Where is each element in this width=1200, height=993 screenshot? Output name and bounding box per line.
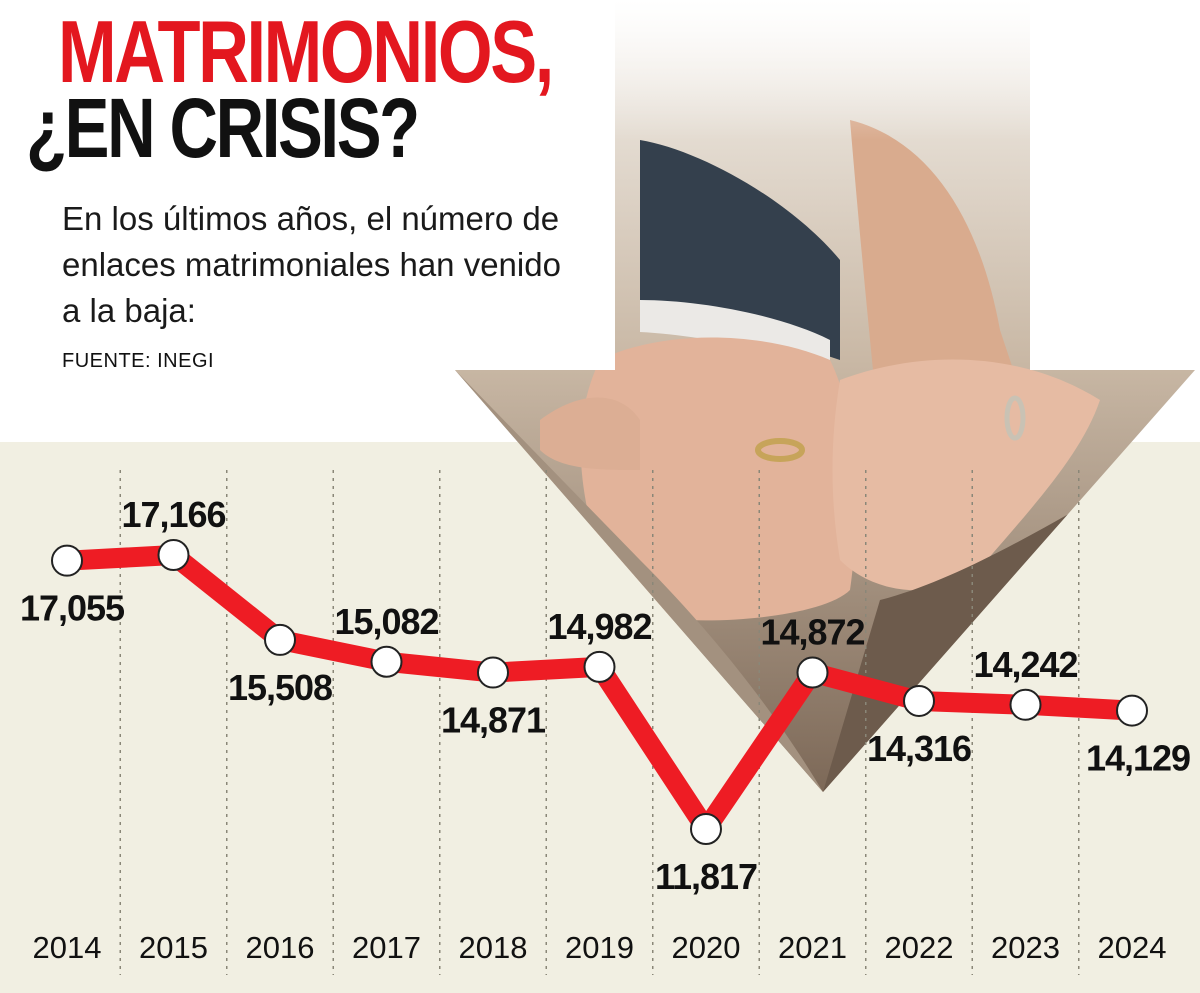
data-label: 15,508 — [228, 667, 332, 708]
data-point — [690, 813, 722, 845]
subtitle: En los últimos años, el número de enlace… — [62, 200, 561, 329]
data-point — [157, 539, 190, 571]
data-point — [264, 623, 296, 656]
x-tick-label: 2014 — [33, 930, 102, 965]
data-points — [51, 539, 1148, 845]
x-tick-label: 2020 — [672, 930, 741, 965]
x-tick-label: 2017 — [352, 930, 421, 965]
data-point — [1009, 688, 1042, 721]
x-tick-label: 2018 — [459, 930, 528, 965]
year-separators — [119, 470, 1080, 975]
x-tick-label: 2021 — [778, 930, 847, 965]
data-point — [796, 656, 829, 689]
x-tick-label: 2024 — [1098, 930, 1167, 965]
series-line — [57, 545, 1142, 839]
x-tick-label: 2023 — [991, 930, 1060, 965]
data-label: 14,982 — [547, 606, 651, 647]
x-axis-tick-labels: 2014 2015 2016 2017 2018 2019 2020 2021 2022 2023… — [33, 930, 1167, 965]
data-label: 14,871 — [441, 700, 546, 741]
data-label: 17,166 — [121, 494, 225, 535]
title-line-2: ¿EN CRISIS? — [26, 81, 420, 175]
data-point — [477, 656, 509, 689]
data-point — [370, 645, 403, 678]
data-label: 14,242 — [973, 644, 1077, 685]
x-tick-label: 2019 — [565, 930, 634, 965]
x-tick-label: 2022 — [885, 930, 954, 965]
data-label: 14,872 — [760, 612, 864, 653]
data-label: 15,082 — [334, 601, 438, 642]
source-note: FUENTE: INEGI — [62, 350, 215, 372]
data-point — [583, 650, 616, 683]
data-label: 14,129 — [1086, 738, 1190, 779]
x-tick-label: 2015 — [139, 930, 208, 965]
data-point — [1116, 694, 1148, 727]
data-point — [51, 544, 83, 577]
data-label: 17,055 — [20, 588, 125, 629]
x-tick-label: 2016 — [246, 930, 315, 965]
data-point — [903, 684, 935, 717]
data-label: 11,817 — [655, 856, 757, 897]
data-label: 14,316 — [867, 728, 971, 769]
title-line-1: MATRIMONIOS, — [58, 2, 554, 101]
